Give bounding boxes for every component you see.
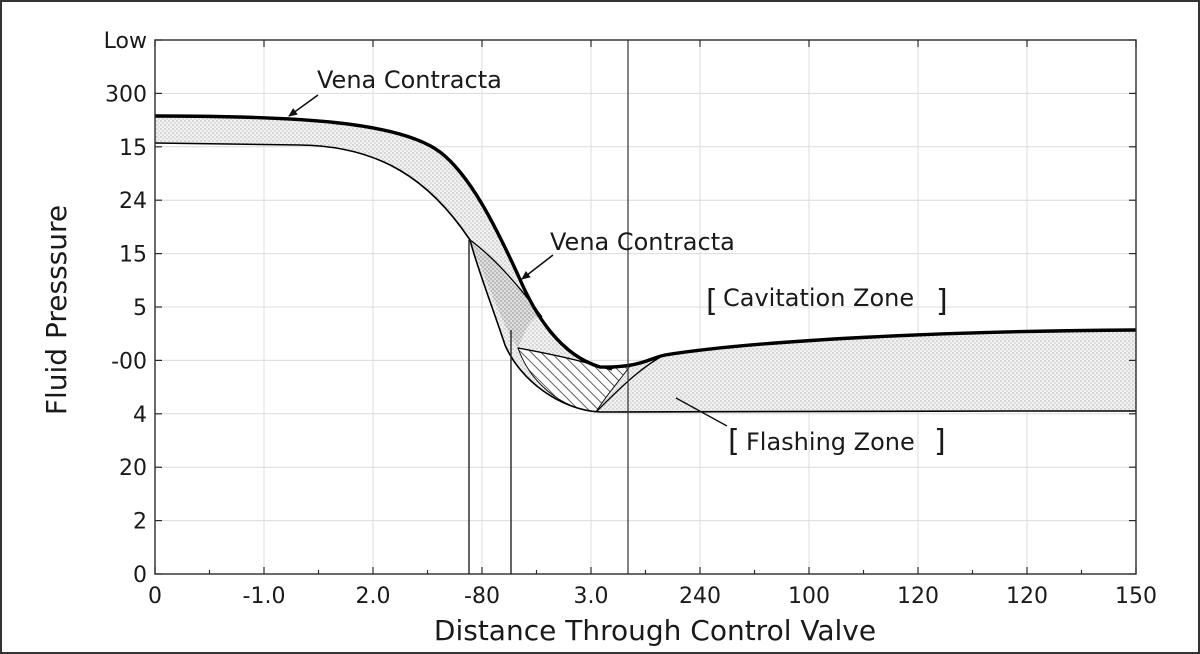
inner-curve-b [517,347,613,371]
annotation-vena-contracta-mid: Vena Contracta [550,228,735,256]
y-tick-label: 2 [133,510,147,535]
pressure-band-upper [155,116,1136,412]
cavitation-bracket-open: [ [706,284,718,319]
y-tick-label: -00 [111,349,147,374]
flashing-bracket-open: [ [728,424,740,459]
upper-pressure-curve [154,114,1137,369]
inner-curve-c [595,354,665,413]
pressure-band-vena-region [470,240,540,348]
x-tick-label: 0 [148,584,162,609]
x-tick-label: 150 [1115,584,1157,609]
cavitation-bracket-close: ] [936,284,948,319]
x-tick-label: 100 [788,584,830,609]
x-axis-title: Distance Through Control Valve [434,614,876,647]
annotation-vena-contracta-top: Vena Contracta [317,66,502,94]
x-tick-label: 120 [1006,584,1048,609]
arrow-flashing-zone [675,397,728,427]
axis-ticks [154,39,1137,575]
x-tick-labels: 0 -1.0 2.0 -80 3.0 240 100 120 120 150 [148,584,1157,609]
arrow-vena-contracta-mid [521,254,554,280]
inner-curve-a [469,239,543,318]
annotation-cavitation-zone: Cavitation Zone [723,284,914,312]
x-tick-label: 3.0 [574,584,609,609]
x-tick-label: -80 [464,584,500,609]
y-tick-label: 15 [119,243,147,268]
y-tick-label: 20 [119,456,147,481]
x-tick-label: -1.0 [243,584,286,609]
annotation-flashing-zone: Flashing Zone [746,428,915,456]
y-tick-label: 15 [119,136,147,161]
flashing-bracket-close: ] [934,424,946,459]
lower-pressure-curve [154,142,1137,413]
y-tick-labels: 0 2 20 4 -00 5 15 24 15 300 Low [104,29,147,588]
y-tick-label: 4 [133,403,147,428]
y-tick-label: 0 [133,563,147,588]
x-tick-label: 240 [679,584,721,609]
x-tick-label: 2.0 [356,584,391,609]
y-tick-label: 24 [119,189,147,214]
y-tick-label: Low [104,29,147,54]
y-axis-title: Fluid Presssure [40,205,73,415]
y-tick-label: 300 [105,82,147,107]
x-tick-label: 120 [897,584,939,609]
y-tick-label: 5 [133,296,147,321]
arrow-vena-contracta-top [288,94,319,117]
